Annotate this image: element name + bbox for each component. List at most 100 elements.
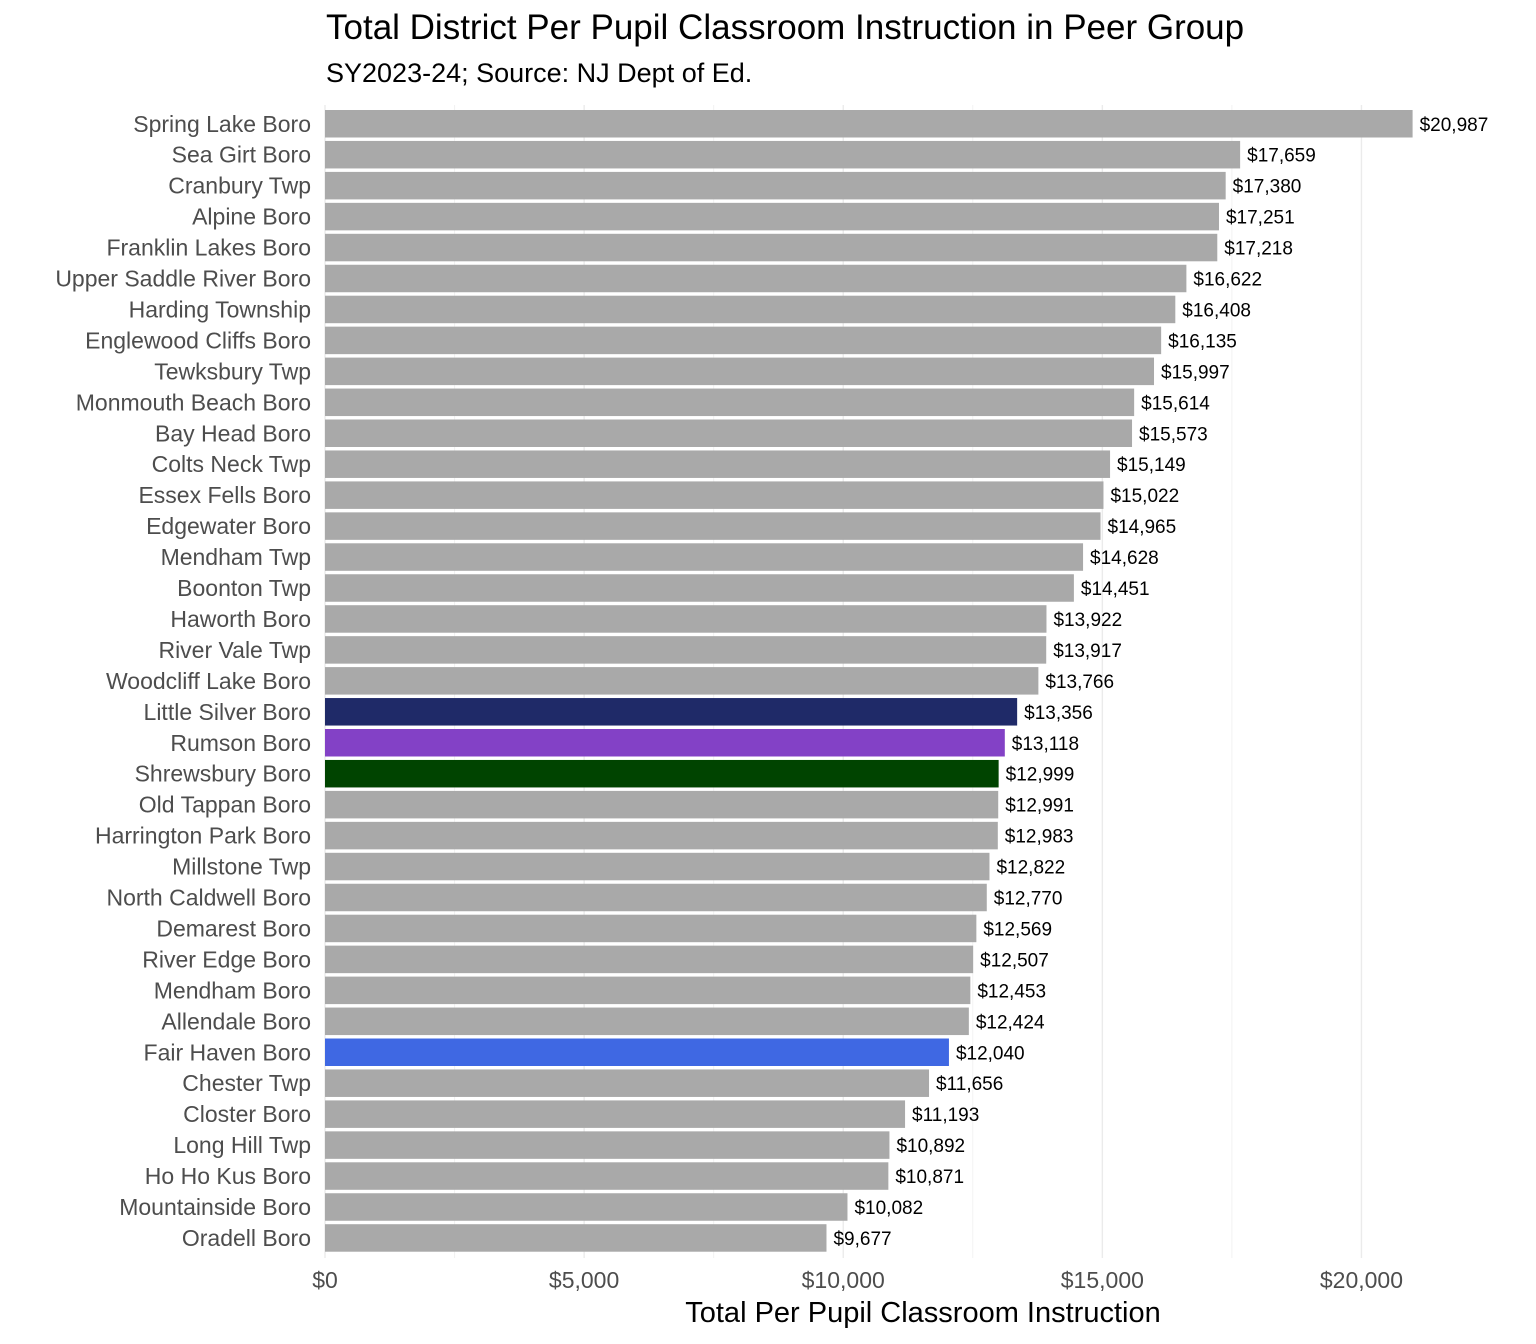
bar	[325, 1131, 890, 1159]
y-tick-label: Woodcliff Lake Boro	[106, 668, 311, 694]
bar-value-label: $16,135	[1168, 331, 1237, 352]
x-axis-title: Total Per Pupil Classroom Instruction	[685, 1297, 1160, 1329]
bar-value-label: $13,766	[1045, 672, 1114, 693]
bar-value-label: $12,822	[996, 858, 1065, 879]
bar	[325, 512, 1101, 540]
bar	[325, 1224, 827, 1252]
bar	[325, 821, 998, 850]
bar	[325, 543, 1084, 571]
bar-value-label: $15,573	[1139, 424, 1208, 445]
y-tick-label: Sea Girt Boro	[172, 142, 311, 168]
y-tick-label: Old Tappan Boro	[139, 792, 311, 818]
bar	[325, 295, 1176, 324]
y-tick-label: Mendham Twp	[161, 544, 311, 570]
bar	[325, 1007, 969, 1036]
y-tick-label: Oradell Boro	[182, 1225, 311, 1251]
y-tick-label: Harding Township	[129, 296, 311, 322]
y-tick-label: Cranbury Twp	[168, 173, 311, 199]
y-tick-label: River Edge Boro	[142, 946, 311, 972]
bar	[325, 976, 971, 1005]
bar	[325, 759, 999, 788]
bar	[325, 450, 1111, 478]
bar	[325, 481, 1104, 509]
bar-value-label: $14,965	[1108, 517, 1177, 538]
bar	[325, 171, 1226, 200]
bar	[325, 636, 1047, 664]
bar-value-label: $12,991	[1005, 796, 1074, 817]
y-tick-label: Millstone Twp	[172, 854, 311, 880]
bar	[325, 790, 999, 819]
bar	[325, 110, 1413, 138]
bar	[325, 574, 1074, 602]
chart-subtitle: SY2023-24; Source: NJ Dept of Ed.	[326, 58, 753, 88]
bar-value-label: $16,408	[1182, 300, 1251, 321]
bar-value-label: $10,082	[854, 1198, 923, 1219]
bar	[325, 729, 1005, 757]
y-tick-label: Long Hill Twp	[173, 1132, 311, 1158]
bar-value-label: $12,999	[1006, 765, 1075, 786]
bar-value-label: $12,424	[976, 1012, 1045, 1033]
y-tick-label: Upper Saddle River Boro	[55, 266, 311, 292]
bar-value-label: $12,040	[956, 1043, 1025, 1064]
y-tick-label: Harrington Park Boro	[95, 823, 311, 849]
y-tick-label: Monmouth Beach Boro	[76, 389, 311, 415]
y-tick-label: Mountainside Boro	[119, 1194, 311, 1220]
y-tick-label: Fair Haven Boro	[144, 1039, 311, 1065]
y-tick-label: Spring Lake Boro	[133, 111, 311, 137]
y-tick-label: Shrewsbury Boro	[135, 761, 311, 787]
y-tick-label: Mendham Boro	[154, 977, 311, 1003]
x-tick-label: $0	[312, 1267, 338, 1293]
bar-value-label: $10,892	[896, 1136, 965, 1157]
bar	[325, 852, 990, 881]
y-tick-label: Allendale Boro	[161, 1008, 311, 1034]
bar	[325, 140, 1241, 169]
bar-value-label: $12,569	[983, 919, 1052, 940]
y-tick-label: Closter Boro	[183, 1101, 311, 1127]
bar-value-label: $14,451	[1081, 579, 1150, 600]
label-layer: $20,987 $17,659 $17,380 $17,251 $17,218 $16,6…	[833, 115, 1488, 1250]
bar-value-label: $15,614	[1141, 393, 1210, 414]
bar-value-label: $13,922	[1053, 610, 1122, 631]
bar-value-label: $12,983	[1005, 827, 1074, 848]
bar-value-label: $11,656	[936, 1074, 1003, 1095]
y-tick-label: Chester Twp	[182, 1070, 311, 1096]
y-tick-label: Demarest Boro	[156, 915, 311, 941]
bar-value-label: $17,251	[1226, 208, 1295, 229]
bar	[325, 914, 977, 943]
bar-value-label: $17,659	[1247, 146, 1316, 167]
bar	[325, 357, 1155, 386]
y-tick-label: Rumson Boro	[170, 730, 311, 756]
y-tick-label: Essex Fells Boro	[138, 482, 311, 508]
bar-value-label: $12,453	[977, 981, 1046, 1002]
bar-value-label: $12,507	[980, 950, 1049, 971]
bar-value-label: $11,193	[912, 1105, 979, 1126]
bar-value-label: $20,987	[1420, 115, 1489, 136]
y-tick-label: Alpine Boro	[192, 204, 311, 230]
bar	[325, 202, 1219, 231]
bar-value-label: $12,770	[994, 889, 1063, 910]
bar	[325, 667, 1039, 695]
bar-value-label: $13,356	[1024, 703, 1093, 724]
y-tick-label: Haworth Boro	[170, 606, 311, 632]
y-tick-label: Little Silver Boro	[144, 699, 311, 725]
y-tick-label: Tewksbury Twp	[154, 358, 311, 384]
bar-value-label: $16,622	[1193, 270, 1262, 291]
bar	[325, 1069, 930, 1097]
y-tick-label: Bay Head Boro	[155, 420, 311, 446]
bar	[325, 264, 1187, 293]
bar-value-label: $15,997	[1161, 362, 1230, 383]
bar-layer	[325, 110, 1413, 1252]
bar-value-label: $15,149	[1117, 455, 1186, 476]
axis-layer: Spring Lake Boro Sea Girt Boro Cranbury Tw…	[55, 111, 1403, 1293]
bar	[325, 326, 1162, 355]
x-tick-label: $10,000	[802, 1267, 885, 1293]
bar	[325, 233, 1218, 262]
bar	[325, 883, 987, 912]
bar	[325, 419, 1133, 447]
bar-value-label: $9,677	[833, 1229, 891, 1250]
y-tick-label: Franklin Lakes Boro	[106, 235, 311, 261]
bar	[325, 945, 974, 974]
bar	[325, 698, 1018, 726]
bar-value-label: $17,218	[1224, 239, 1293, 260]
